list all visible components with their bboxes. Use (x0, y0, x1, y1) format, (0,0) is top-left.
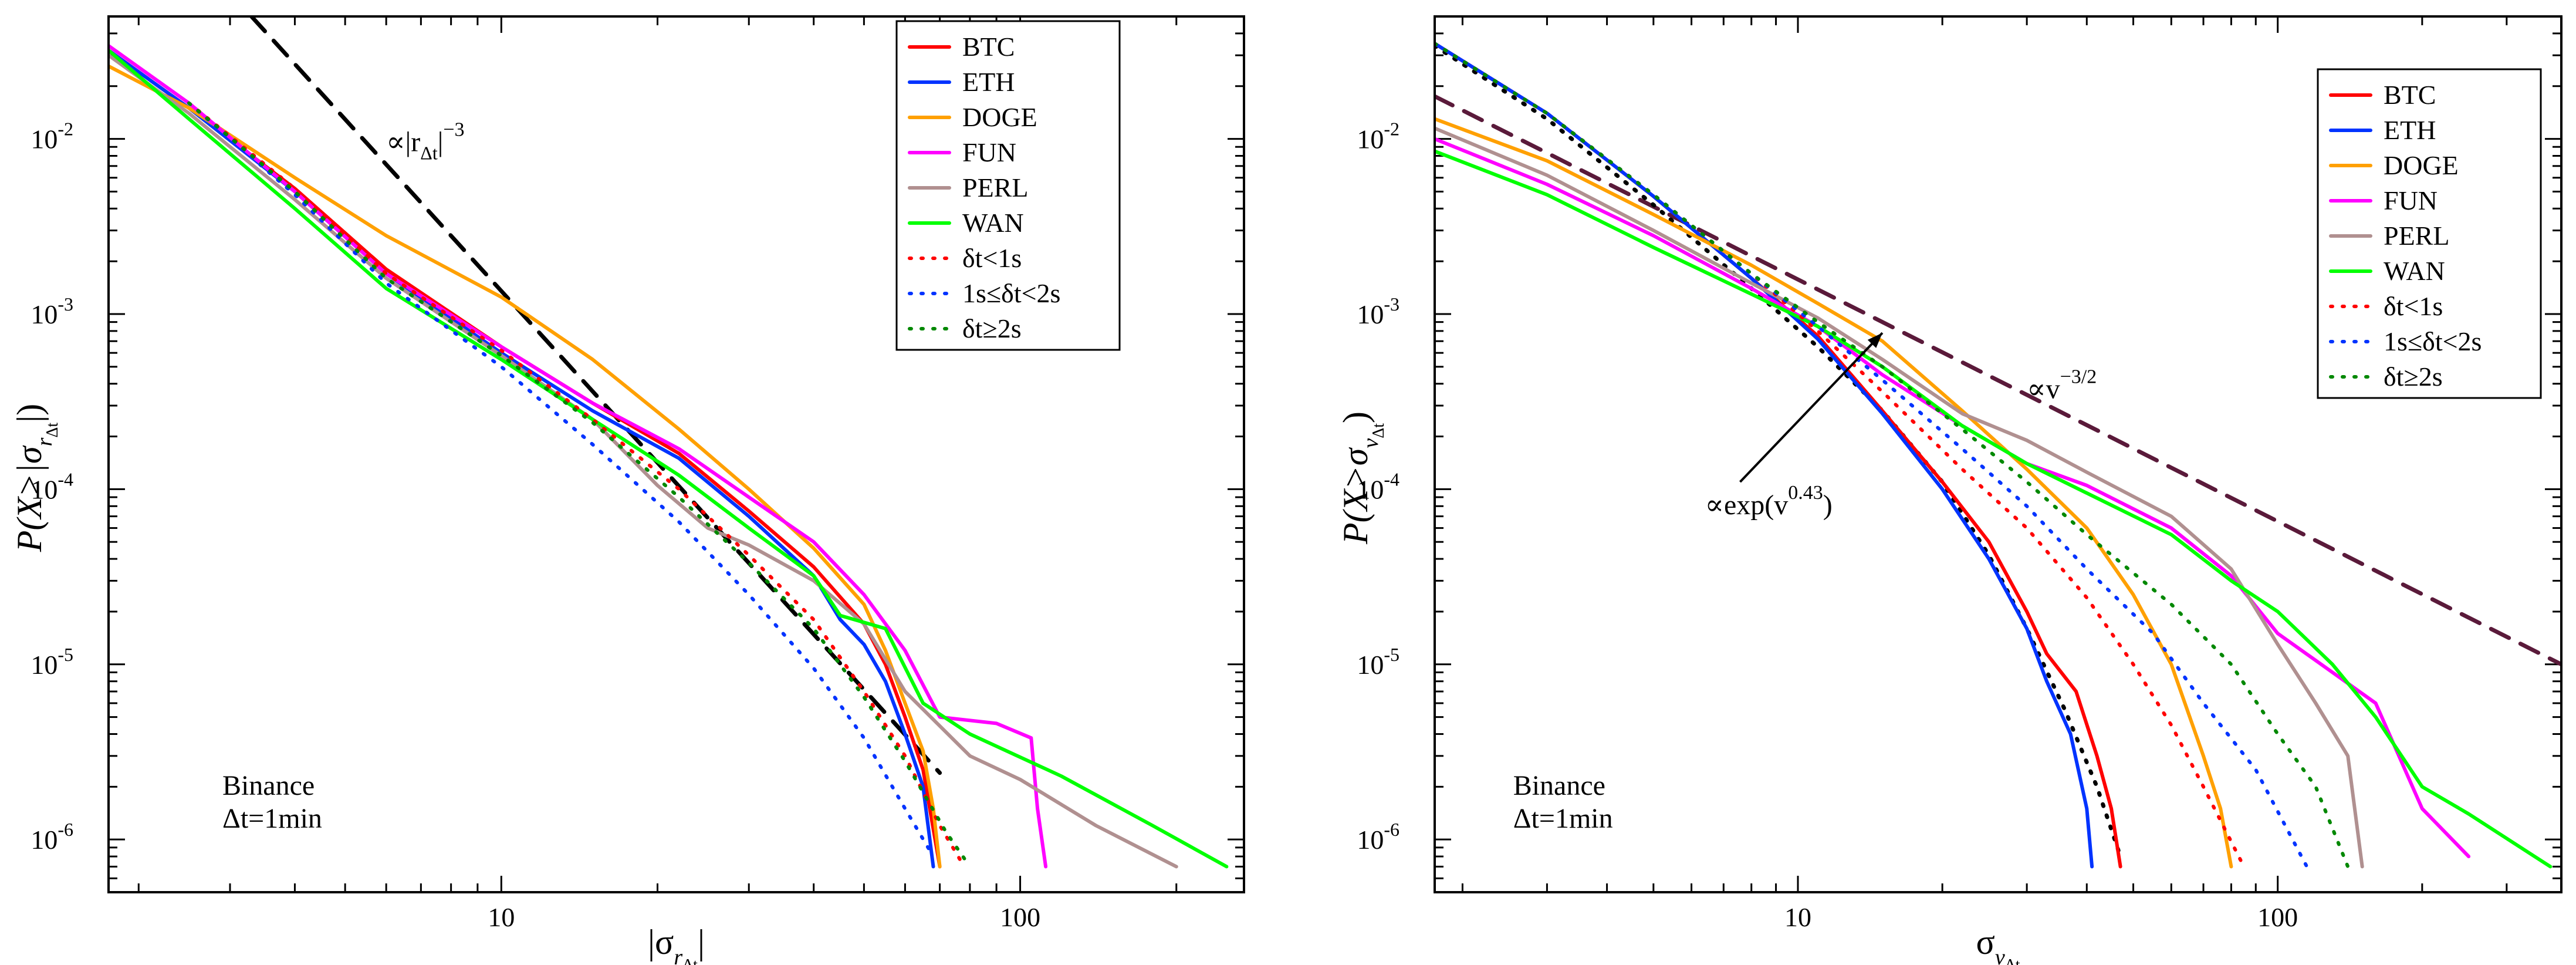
legend-label: FUN (2384, 185, 2438, 215)
x-tick-label: 100 (2257, 902, 2298, 932)
series-line-δt≥2s (1435, 42, 2350, 869)
y-tick-label: 10-6 (1357, 819, 1399, 855)
x-axis-title: σvΔt (1976, 923, 2020, 965)
x-tick-label: 10 (488, 902, 515, 932)
annotation-text: Binance (1513, 770, 1605, 801)
legend-label: 1s≤δt<2s (2384, 326, 2482, 356)
y-axis-title: P(X>σvΔt) (1336, 411, 1388, 545)
legend-label: 1s≤δt<2s (962, 278, 1060, 308)
legend-label: δt<1s (2384, 291, 2443, 321)
series-line-ETH (109, 48, 935, 869)
y-tick-label: 10-6 (31, 819, 73, 855)
y-tick-label: 10-4 (1357, 468, 1399, 504)
legend-label: DOGE (2384, 150, 2459, 180)
x-tick-label: 10 (1784, 902, 1811, 932)
series-line-1s≤δt<2s (187, 101, 935, 859)
legend-label: ETH (962, 67, 1015, 97)
legend-label: ETH (2384, 115, 2436, 145)
y-tick-label: 10-2 (31, 119, 73, 154)
series-line-DOGE (109, 64, 942, 869)
reference-line-power-law (1435, 94, 2561, 667)
reference-line-stretched-exp (1435, 43, 2123, 859)
series-line-DOGE (1435, 117, 2233, 869)
chart-panel-left: 10 100 10-2 10-3 10-4 10-5 10-6 |σrΔt| P(X>|σrΔt… (10, 15, 1245, 965)
y-tick-label: 10-5 (1357, 644, 1399, 680)
legend-label: BTC (2384, 80, 2436, 110)
series-line-1s≤δt<2s (1435, 42, 2309, 869)
series-line-BTC (109, 48, 942, 869)
plot-frame (1434, 15, 2563, 893)
reference-line-power-law (249, 16, 942, 775)
legend-label: WAN (2384, 256, 2445, 286)
series-line-δt<1s (187, 101, 966, 869)
minor-ticks (1435, 15, 2561, 893)
legend: BTC ETH DOGE FUN PERL WAN δt<1s 1s≤δt<2s δt≥2s (895, 20, 1121, 351)
annotation-text: Δt=1min (222, 803, 322, 834)
legend-label: δt<1s (962, 243, 1022, 273)
y-tick-label: 10-4 (31, 468, 73, 504)
legend-label: DOGE (962, 102, 1037, 132)
x-axis-title: |σrΔt| (648, 923, 705, 965)
annotation-text: Binance (222, 770, 315, 801)
series-line-δt<1s (1435, 42, 2246, 869)
annotation-label: ∝|rΔt|−3 (386, 119, 464, 164)
series-line-WAN (1435, 149, 2553, 869)
legend: BTC ETH DOGE FUN PERL WAN δt<1s 1s≤δt<2s δt≥2s (2317, 68, 2542, 399)
legend-label: PERL (962, 173, 1028, 203)
plot-frame (107, 15, 1245, 893)
legend-label: FUN (962, 137, 1016, 167)
arrow-head (1867, 333, 1882, 348)
legend-label: δt≥2s (962, 313, 1022, 343)
series-line-FUN (1435, 137, 2471, 859)
legend-label: PERL (2384, 221, 2449, 251)
y-tick-label: 10-3 (31, 293, 73, 329)
series-line-BTC (1435, 42, 2122, 869)
series-line-WAN (109, 48, 1229, 869)
annotation-arrow (1739, 332, 1884, 483)
y-tick-label: 10-3 (1357, 293, 1399, 329)
legend-label: BTC (962, 32, 1015, 62)
y-axis-title: P(X>|σrΔt|) (10, 404, 62, 552)
x-tick-label: 100 (1000, 902, 1040, 932)
annotation-text: Δt=1min (1513, 803, 1613, 834)
series-line-ETH (1435, 42, 2094, 869)
annotation-label: ∝v−3/2 (2027, 366, 2097, 405)
annotation-label: ∝exp(v0.43) (1705, 482, 1832, 521)
series-line-PERL (1435, 126, 2364, 869)
y-tick-label: 10-2 (1357, 119, 1399, 154)
legend-label: WAN (962, 208, 1024, 238)
y-tick-label: 10-5 (31, 644, 73, 680)
legend-label: δt≥2s (2384, 362, 2443, 392)
chart-panel-right: 10 100 10-2 10-3 10-4 10-5 10-6 σvΔt P(X>σvΔt) Bi… (1336, 15, 2563, 965)
